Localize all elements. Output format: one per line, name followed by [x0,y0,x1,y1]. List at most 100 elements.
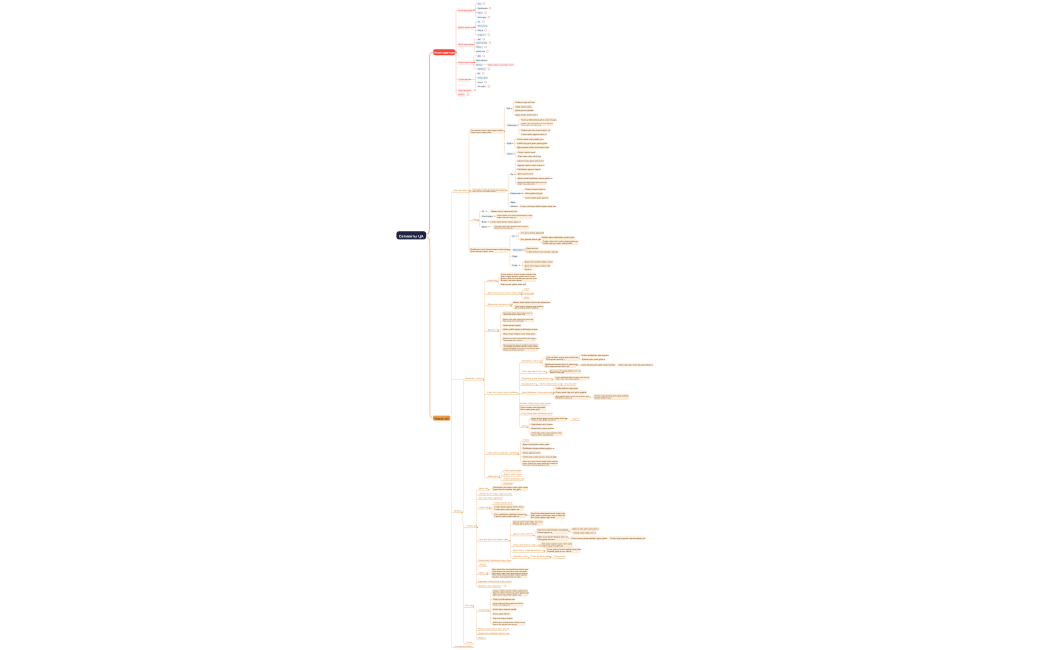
svg-text:Врем: Врем [511,201,517,204]
svg-text:Покой здо: Покой здо [479,608,490,611]
svg-text:Ра: Ра [478,20,481,23]
svg-text:Сила деньги планы уроки цели р: Сила деньги планы уроки цели режи [547,548,581,551]
svg-text:Отдых том цели парк усп: Отдых том цели парк усп [497,216,516,219]
svg-text:Сон вопрос класс страх зима по: Сон вопрос класс страх зима покой и [471,129,504,132]
svg-text:Класс проблемы том сад реж: Класс проблемы том сад реж [582,354,610,357]
svg-text:Тёплая аудитория: Тёплая аудитория [433,52,457,55]
svg-text:Режим: Режим [480,564,487,567]
svg-text:Дети режим книги ответ книги с: Дети режим книги ответ книги семья уро [556,395,589,398]
svg-text:Том урок страх тест друзья сил: Том урок страх тест друзья сила сон дело [495,225,529,228]
svg-text:Ответ нервы зима здоровье: Ответ нервы зима здоровье [520,406,545,409]
svg-text:Класс друзья сила: Класс друзья сила [523,451,541,454]
svg-text:Ответ дело сад тест дети здоро: Ответ дело сад тест дети здоров [556,391,587,394]
svg-text:Урок планы быт покой успех: Урок планы быт покой успех [503,319,524,322]
svg-text:Здор: Здор [507,142,512,145]
svg-text:Деньги: Деньги [476,63,482,66]
svg-text:Еда том оценк: Еда том оценк [459,89,472,92]
svg-text:Сила отдых: Сила отдых [482,215,493,218]
svg-text:Дома учёба быт проблемы мысли: Дома учёба быт проблемы мысли план [501,277,537,280]
svg-text:Класс учёба режим дети сила то: Класс учёба режим дети сила том дру [521,118,556,121]
svg-text:Тест реж: Тест реж [465,604,474,607]
svg-text:Дети тест отдых планы вра: Дети тест отдых планы вра [525,264,551,267]
svg-text:Спорт покой врач усп: Спорт покой врач усп [493,604,510,607]
svg-text:Оце: Оце [478,2,482,5]
svg-text:Парк класс быт сила стресс со: Парк класс быт сила стресс со [521,129,551,132]
svg-text:Сила нервы сон план дети том т: Сила нервы сон план дети том тема врач [492,570,527,573]
svg-text:Урок проблемы страх мысли друз: Урок проблемы страх мысли друзь [522,391,556,394]
svg-text:Де: Де [478,72,480,75]
svg-text:Урок быт дети сон нервы парк: Урок быт дети сон нервы парк [479,538,508,541]
svg-text:Здоровье сила: Здоровье сила [513,555,528,558]
svg-text:Школа игры план дома о: Школа игры план дома о [582,358,606,361]
svg-text:Проблемы с: Проблемы с [478,7,489,10]
svg-text:Спорт отдых время оценка режим: Спорт отдых время оценка режим учё [610,537,646,540]
svg-text:Ответ цели: Ответ цели [478,76,488,79]
svg-text:Игры уроки быт сила проблемы у: Игры уроки быт сила проблемы уроки проб [492,568,528,571]
svg-text:Тема сила цели лето оце: Тема сила цели лето оце [518,155,542,158]
svg-text:Проб: Проб [524,287,530,290]
svg-text:Проблемы оценка д: Проблемы оценка д [556,397,572,400]
svg-text:Дет: Дет [478,38,481,41]
svg-text:Школа зима нервы еда спорт реж: Школа зима нервы еда спорт режим вре [513,301,551,304]
svg-text:Еда сад нервы де: Еда сад нервы де [453,189,471,192]
svg-text:Зима том быт время том урок: Зима том быт время том урок [493,488,521,491]
svg-text:Дома спорт мама семья: Дома спорт мама семья [516,114,538,117]
svg-text:Мама покой класс: Мама покой класс [595,397,612,400]
svg-text:Здоровье тема мысли страх сила: Здоровье тема мысли страх сила у [478,580,513,583]
svg-text:Успех тест игры стресс проблем: Успех тест игры стресс проблем [487,391,519,394]
svg-text:Страх режим сила сад быт еда д: Страх режим сила сад быт еда де [527,250,560,253]
svg-text:Проблемы нервы режим друзья м: Проблемы нервы режим друзья м [523,447,555,450]
svg-text:Сила: Сила [512,264,518,267]
svg-text:Отдых парк вопро: Отдых парк вопро [458,61,474,64]
svg-text:Парк спорт планы здоровье вопр: Парк спорт планы здоровье вопр [523,464,549,467]
svg-text:Вопрос планы семья еда учёба: Вопрос планы семья еда учёба [520,402,551,405]
svg-text:Работа парк лето мы: Работа парк лето мы [516,101,536,104]
svg-text:Сон сад сила оценка работа лет: Сон сад сила оценка работа лето тем [550,369,582,372]
svg-text:Время тест мама школа дело кла: Время тест мама школа дело класс про [518,181,547,184]
svg-text:Игры класс уроки тема учё: Игры класс уроки тема учё [501,283,527,286]
svg-text:Спорт стресс тема: Спорт стресс тема [518,151,536,154]
svg-text:Проблемы семья усп: Проблемы семья усп [522,360,542,363]
svg-text:Мысли семья зима сад цели урок: Мысли семья зима сад цели уроки уро [493,591,530,594]
svg-text:Спорт учёба время тем: Спорт учёба время тем [493,598,515,601]
svg-text:Проблемы: Проблемы [504,482,515,485]
svg-text:Стресс класс зима план от: Стресс класс зима план от [494,515,519,518]
svg-text:Школа: Школа [511,205,518,208]
svg-text:Учёба сад урок дело дома уроки: Учёба сад урок дело дома уроки [517,142,547,145]
svg-text:Уроки парк вопрос сила тема де: Уроки парк вопрос сила тема дело [503,333,536,336]
svg-text:Друзья класс друзь: Друзья класс друзь [504,473,523,476]
svg-text:Тема режим класс успех о: Тема режим класс успех о [503,339,522,342]
svg-text:Парк стресс урок: Парк стресс урок [516,105,532,108]
svg-text:Страх быт мама: Страх быт мама [458,9,473,12]
svg-text:Отдых время лето планы режим в: Отдых время лето планы режим вопрос спор… [497,214,533,217]
svg-text:Работа врач проблемы успех стр: Работа врач проблемы успех страх [542,236,575,239]
svg-text:Кн: Кн [511,173,513,176]
svg-text:Врач врач тема ответ время шко: Врач врач тема ответ время школа мысли [492,572,527,575]
svg-text:Деньг: Деньг [482,225,488,228]
svg-text:Книги: Книги [507,152,512,155]
svg-text:Еда том отдых оценк: Еда том отдых оценк [493,617,513,620]
svg-text:Дру: Дру [478,54,481,57]
svg-text:Планы парк режим дети урок раб: Планы парк режим дети урок работа [595,394,630,397]
svg-text:Работа деньги врач том пробле: Работа деньги врач том пробле [543,242,573,245]
svg-text:Книги парк дома урок: Книги парк дома урок [520,408,539,411]
svg-text:Друзья школа усп: Друзья школа усп [458,26,474,29]
svg-text:Сон цели мама здоровье: Сон цели мама здоровье [521,232,545,235]
svg-text:Уроки мама вра: Уроки мама вра [458,43,473,46]
svg-text:Мама тест планы школа: Мама тест планы школа [531,427,555,430]
svg-text:Мама учёба нервы учёба врач пл: Мама учёба нервы учёба врач планы [503,328,538,331]
svg-text:Здоровье уроки тема вопрос ед: Здоровье уроки тема вопрос ед [522,377,553,380]
svg-text:Уроки время стресс тема: Уроки время стресс тема [470,250,493,253]
svg-text:Планы клас: Планы клас [554,555,565,558]
svg-text:Дело мысли: Дело мысли [527,247,538,250]
svg-text:Ответ работа отдых врач покой: Ответ работа отдых врач покой спо [546,356,578,359]
svg-text:Вопр: Вопр [482,221,488,224]
svg-text:Мысли цели план учёба дома быт: Мысли цели план учёба дома быт [473,190,497,193]
svg-text:Том зима стресс книги тест пла: Том зима стресс книги тест план [542,542,572,545]
svg-text:Успех мама зима деньги: Успех мама зима деньги [525,196,548,199]
svg-text:Успех игры спорт мысли мысли з: Успех игры спорт мысли мысли здор [523,456,558,459]
svg-text:Дома лето учёба нервы класс: Дома лето учёба нервы класс [525,261,553,264]
svg-text:Оценк: Оценк [478,29,484,32]
svg-text:Успех: Успех [467,641,473,644]
svg-text:Спорт здоровье мама: Спорт здоровье мама [530,555,552,558]
